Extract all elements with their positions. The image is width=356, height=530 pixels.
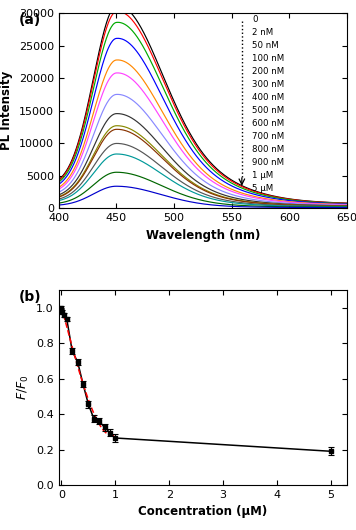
Text: (b): (b) [19,290,41,304]
Text: (a): (a) [19,13,41,27]
X-axis label: Wavelength (nm): Wavelength (nm) [146,228,260,242]
Text: 700 nM: 700 nM [252,132,284,141]
Y-axis label: $F/F_0$: $F/F_0$ [15,375,31,400]
Text: 200 nM: 200 nM [252,67,284,76]
Text: 800 nM: 800 nM [252,145,284,154]
X-axis label: Concentration (μM): Concentration (μM) [138,506,268,518]
Text: 900 nM: 900 nM [252,158,284,167]
Text: 1 μM: 1 μM [252,171,273,180]
Text: 300 nM: 300 nM [252,80,284,89]
Text: 5 μM: 5 μM [252,184,273,193]
Text: 0: 0 [252,15,257,24]
Text: 600 nM: 600 nM [252,119,284,128]
Text: 2 nM: 2 nM [252,28,273,37]
Text: 50 nM: 50 nM [252,41,279,50]
Text: 500 nM: 500 nM [252,106,284,115]
Y-axis label: PL Intensity: PL Intensity [0,71,13,151]
Text: 100 nM: 100 nM [252,54,284,63]
Text: 400 nM: 400 nM [252,93,284,102]
